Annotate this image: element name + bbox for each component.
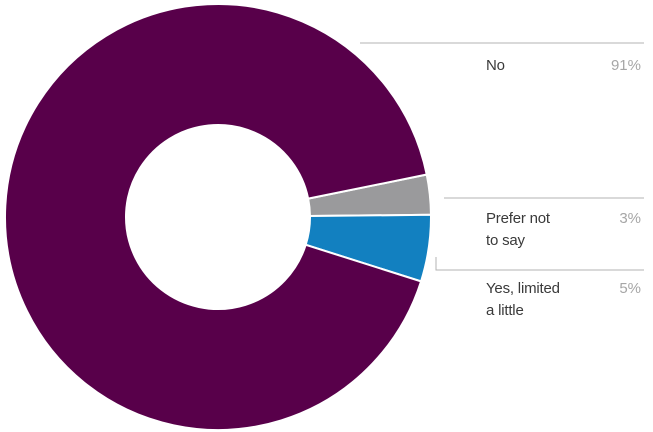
legend-label-yes-limited-a-little: Yes, limited a little [486,280,560,319]
legend-label-prefer-not-to-say: Prefer not to say [486,210,550,249]
slices-group [4,3,432,431]
legend-value-no: 91% [610,57,641,74]
legend-label-no: No [486,57,505,74]
leader-lines-group [360,42,644,271]
legend-value-prefer-not-to-say: 3% [619,210,641,227]
donut-slice-no [4,3,428,431]
legend-value-yes-limited-a-little: 5% [619,280,641,297]
leader-line-yes-limited-a-little [435,257,644,271]
